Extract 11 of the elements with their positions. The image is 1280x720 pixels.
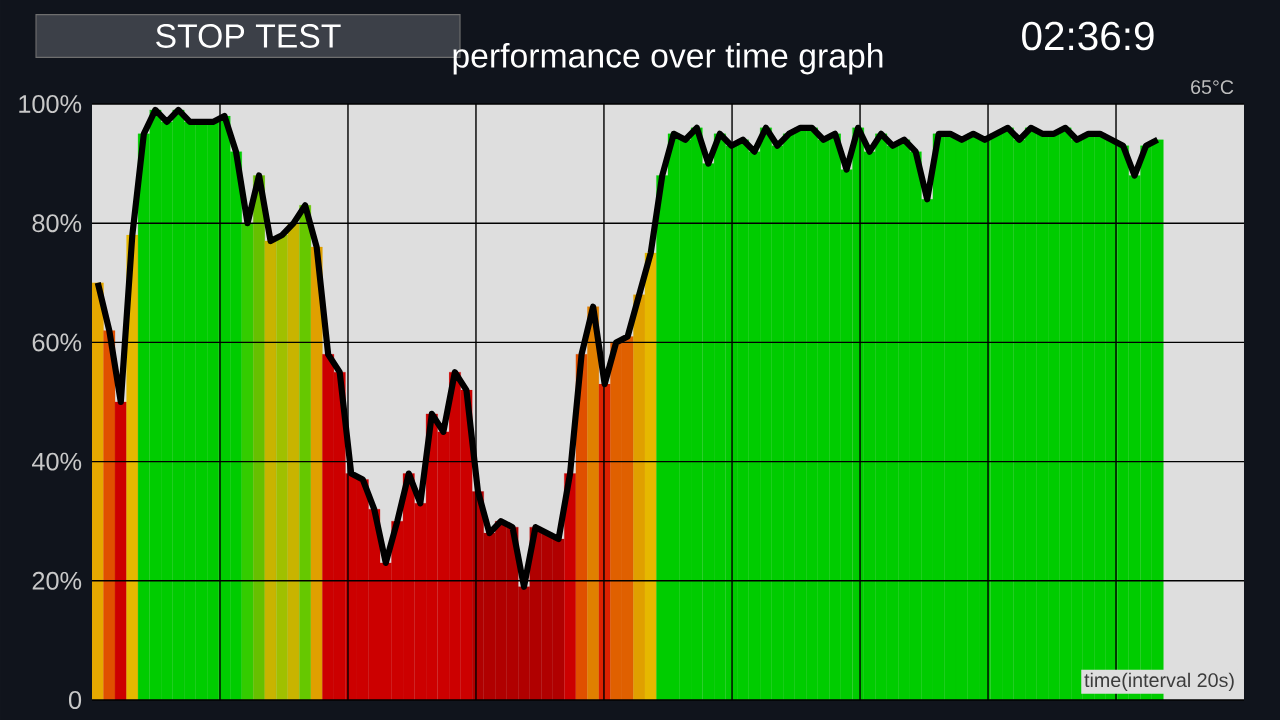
chart-title: performance over time graph [453,42,883,75]
y-tick-label: 80% [32,214,82,233]
text: 65°C [1191,80,1234,95]
y-tick-label: 40% [32,452,82,471]
text: STOP TEST [156,24,341,48]
y-tick-label: 20% [32,571,82,590]
y-tick-label: 100% [19,95,82,113]
y-tick-label: 0 [68,691,82,709]
y-tick-label: 60% [32,333,82,352]
x-axis-title: time(interval 20s) [1084,672,1234,691]
text: 02:36:9 [1022,21,1154,51]
